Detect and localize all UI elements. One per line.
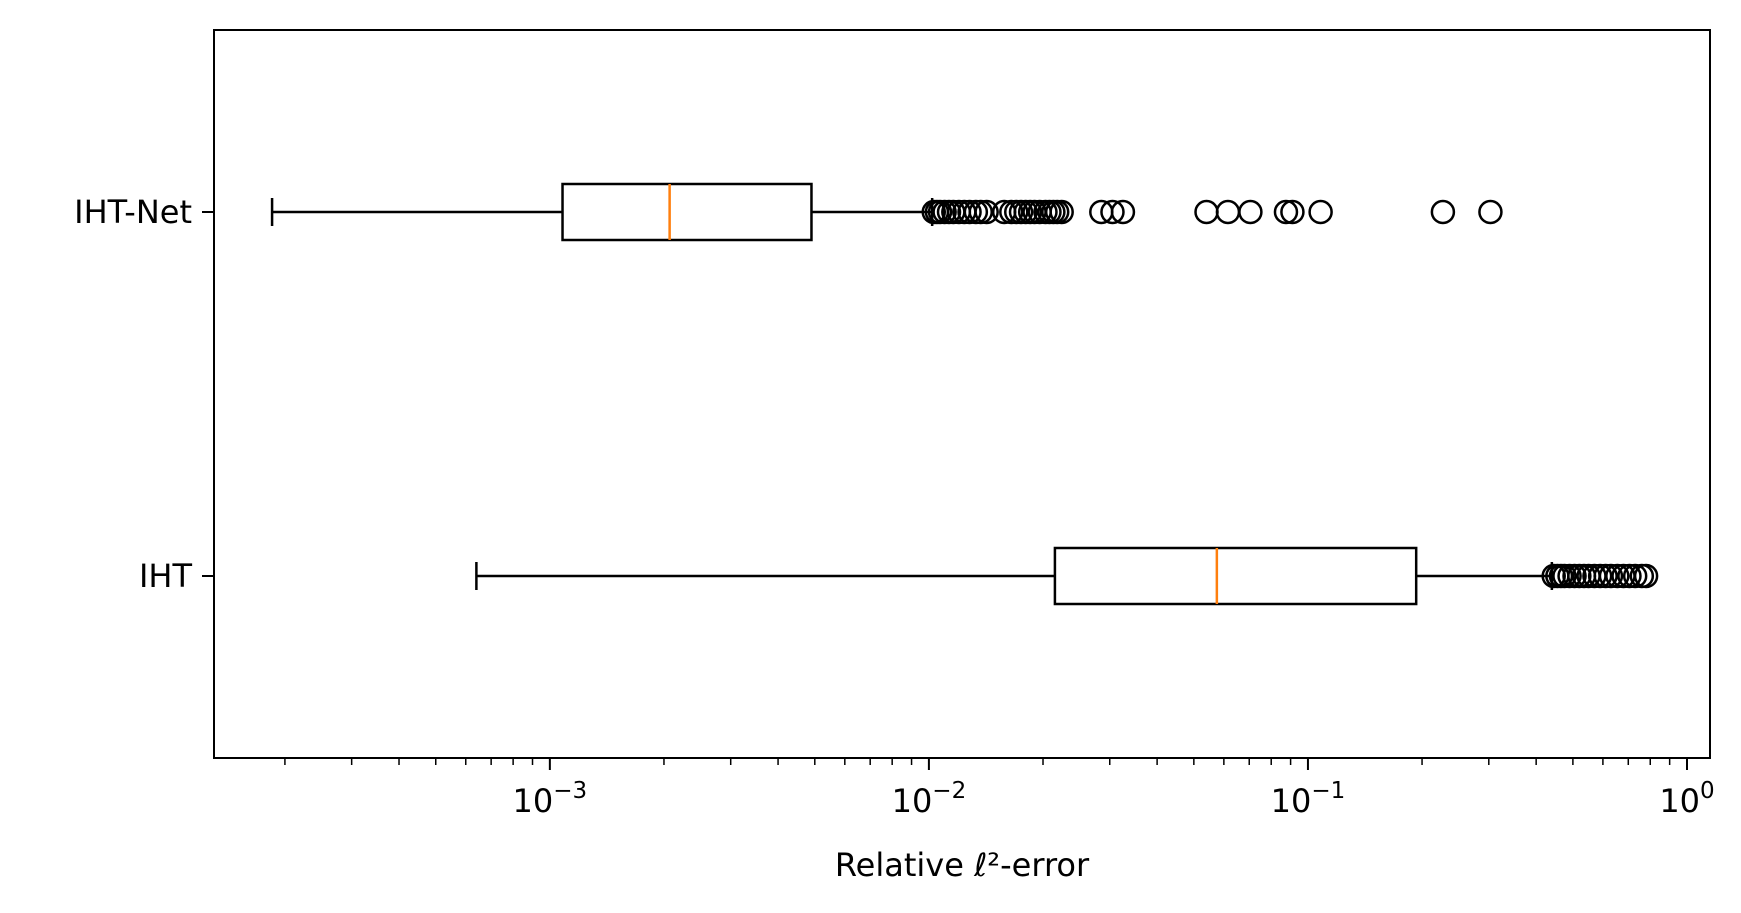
iht-net-flier [957, 199, 982, 225]
x-axis: 10−3 10−2 10−1 100 [284, 758, 1715, 820]
iht-flier [1617, 563, 1642, 589]
iht-net-flier [1273, 199, 1299, 225]
iht-net-flier [1110, 199, 1136, 225]
plot-frame [213, 29, 1711, 759]
iht-net-flier [1430, 199, 1456, 225]
iht-flier [1605, 563, 1630, 589]
iht-ytick-label: IHT [139, 557, 193, 595]
iht-net-flier [968, 199, 993, 225]
iht-flier [1622, 563, 1648, 589]
y-axis: IHT-Net IHT [74, 193, 214, 595]
iht-net-flier [1280, 199, 1305, 225]
iht-net-box [561, 182, 813, 242]
iht-flier [1598, 563, 1624, 589]
xtick-label: 100 [1659, 778, 1714, 820]
xtick-label: 10−3 [513, 778, 588, 820]
iht-flier [1587, 563, 1613, 589]
iht-net-flier [1049, 199, 1074, 225]
iht-net-flier [1478, 199, 1503, 225]
iht-net-flier [1100, 199, 1125, 225]
plot-area [214, 30, 1710, 758]
xtick-label: 10−2 [892, 778, 967, 820]
iht-net-flier [1238, 199, 1263, 225]
x-axis-label: Relative ℓ²-error [835, 846, 1090, 884]
iht-net-flier [974, 199, 999, 225]
fliers-layer [921, 199, 1659, 589]
iht-box [1053, 546, 1418, 606]
iht-net-ytick-label: IHT-Net [74, 193, 192, 231]
iht-flier [1633, 563, 1659, 589]
xtick-label: 10−1 [1271, 778, 1346, 820]
iht-net-flier [1308, 199, 1333, 225]
boxes-layer [270, 182, 1554, 606]
